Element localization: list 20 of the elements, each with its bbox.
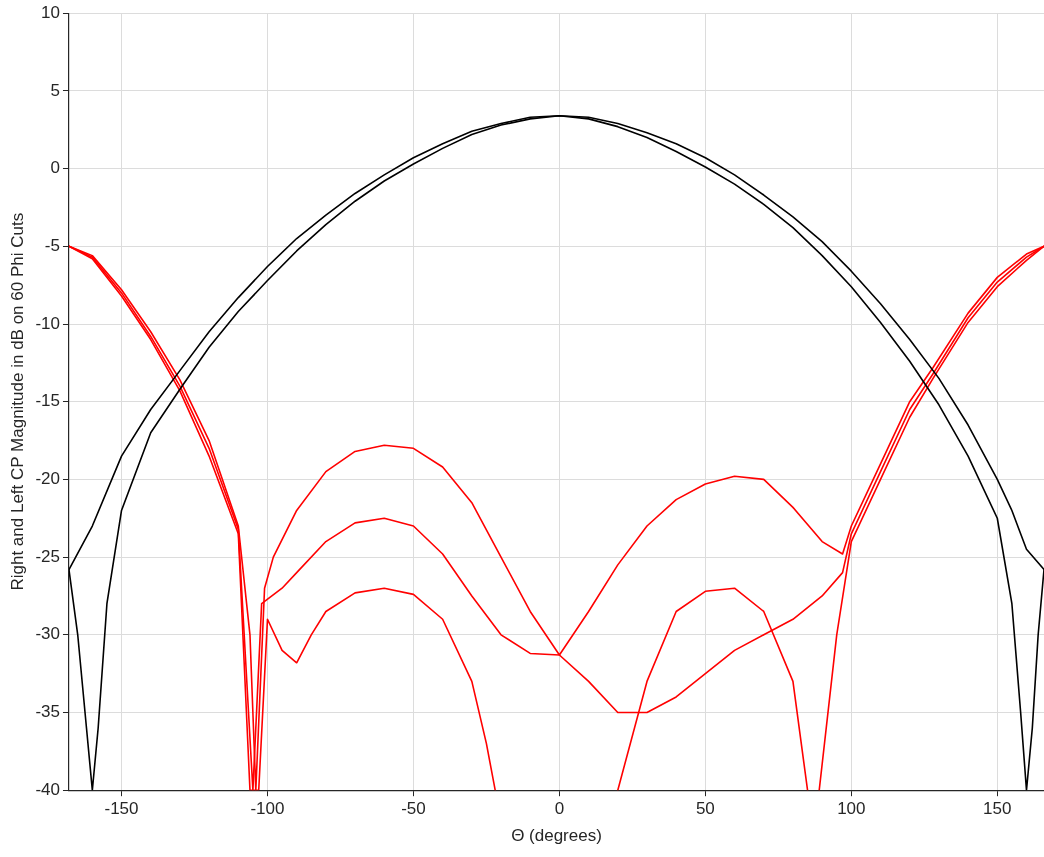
x-tick-label: 100 <box>837 799 866 819</box>
x-axis-title: Θ (degrees) <box>511 826 602 846</box>
y-tick-label: -25 <box>35 546 60 566</box>
x-tick-label: 150 <box>983 799 1012 819</box>
y-tick-label: -40 <box>35 779 60 799</box>
x-tick-label: 0 <box>554 799 565 819</box>
y-tick-label: -15 <box>35 391 60 411</box>
x-tick-label: -100 <box>250 799 285 819</box>
y-axis-title: Right and Left CP Magnitude in dB on 60 Phi Cuts <box>7 212 27 591</box>
x-tick-label: 50 <box>695 799 715 819</box>
y-tick-label: -30 <box>35 624 60 644</box>
y-tick-label: 0 <box>50 158 60 178</box>
y-tick-label: -20 <box>35 469 60 489</box>
y-tick-label: 10 <box>41 2 60 22</box>
y-tick-label: 5 <box>50 80 60 100</box>
y-tick-label: -10 <box>35 313 60 333</box>
x-tick-label: -50 <box>401 799 426 819</box>
y-tick-label: -35 <box>35 702 60 722</box>
x-tick-label: -150 <box>104 799 139 819</box>
y-tick-label: -5 <box>44 235 60 255</box>
